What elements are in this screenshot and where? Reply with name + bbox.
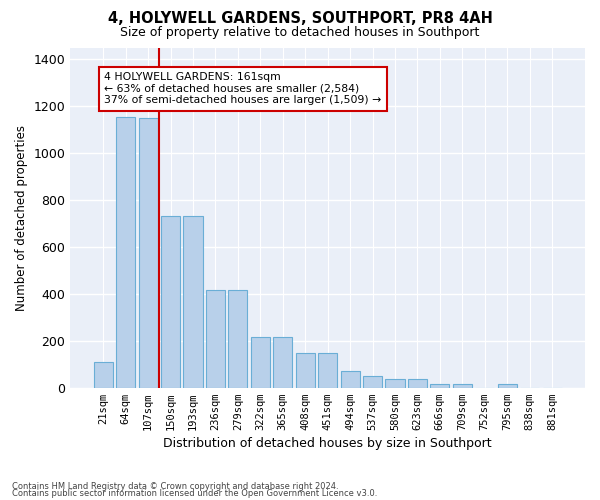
Bar [408,380,427,388]
Bar [363,376,382,388]
Bar [341,372,359,388]
Bar [497,384,517,388]
Bar [94,362,113,388]
Text: 4, HOLYWELL GARDENS, SOUTHPORT, PR8 4AH: 4, HOLYWELL GARDENS, SOUTHPORT, PR8 4AH [107,11,493,26]
Bar [273,338,292,388]
Bar [184,216,203,388]
Bar [296,352,315,388]
Bar [116,116,135,388]
Bar [139,118,158,388]
Bar [430,384,449,388]
Y-axis label: Number of detached properties: Number of detached properties [15,124,28,310]
Text: Contains HM Land Registry data © Crown copyright and database right 2024.: Contains HM Land Registry data © Crown c… [12,482,338,491]
Text: 4 HOLYWELL GARDENS: 161sqm
← 63% of detached houses are smaller (2,584)
37% of s: 4 HOLYWELL GARDENS: 161sqm ← 63% of deta… [104,72,382,106]
Text: Size of property relative to detached houses in Southport: Size of property relative to detached ho… [121,26,479,39]
Text: Contains public sector information licensed under the Open Government Licence v3: Contains public sector information licen… [12,489,377,498]
Bar [385,380,404,388]
Bar [229,290,247,388]
X-axis label: Distribution of detached houses by size in Southport: Distribution of detached houses by size … [163,437,492,450]
Bar [206,290,225,388]
Bar [161,216,180,388]
Bar [251,338,270,388]
Bar [318,352,337,388]
Bar [453,384,472,388]
